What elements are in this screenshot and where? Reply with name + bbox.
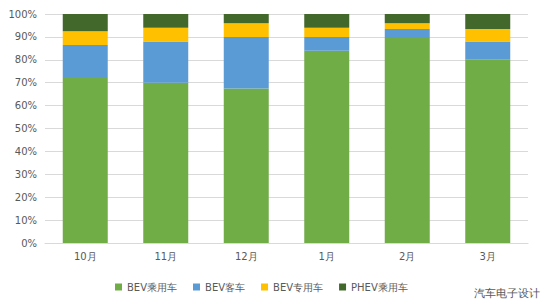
svg-text:2月: 2月 bbox=[399, 251, 415, 262]
svg-text:10%: 10% bbox=[15, 215, 37, 226]
svg-text:1月: 1月 bbox=[319, 251, 335, 262]
svg-text:80%: 80% bbox=[15, 54, 37, 65]
svg-text:90%: 90% bbox=[15, 31, 37, 42]
svg-text:PHEV乘用车: PHEV乘用车 bbox=[351, 282, 408, 293]
svg-text:70%: 70% bbox=[15, 77, 37, 88]
svg-text:60%: 60% bbox=[15, 100, 37, 111]
svg-text:BEV客车: BEV客车 bbox=[205, 282, 245, 293]
svg-text:12月: 12月 bbox=[235, 251, 258, 262]
svg-text:11月: 11月 bbox=[154, 251, 177, 262]
svg-text:40%: 40% bbox=[15, 146, 37, 157]
svg-text:50%: 50% bbox=[15, 123, 37, 134]
svg-text:汽车电子设计: 汽车电子设计 bbox=[474, 287, 540, 300]
svg-text:0%: 0% bbox=[21, 238, 37, 249]
svg-text:30%: 30% bbox=[15, 169, 37, 180]
svg-text:BEV乘用车: BEV乘用车 bbox=[127, 282, 177, 293]
svg-text:BEV专用车: BEV专用车 bbox=[273, 282, 323, 293]
svg-text:100%: 100% bbox=[8, 9, 37, 20]
svg-text:3月: 3月 bbox=[480, 251, 496, 262]
svg-text:10月: 10月 bbox=[74, 251, 97, 262]
svg-text:20%: 20% bbox=[15, 192, 37, 203]
